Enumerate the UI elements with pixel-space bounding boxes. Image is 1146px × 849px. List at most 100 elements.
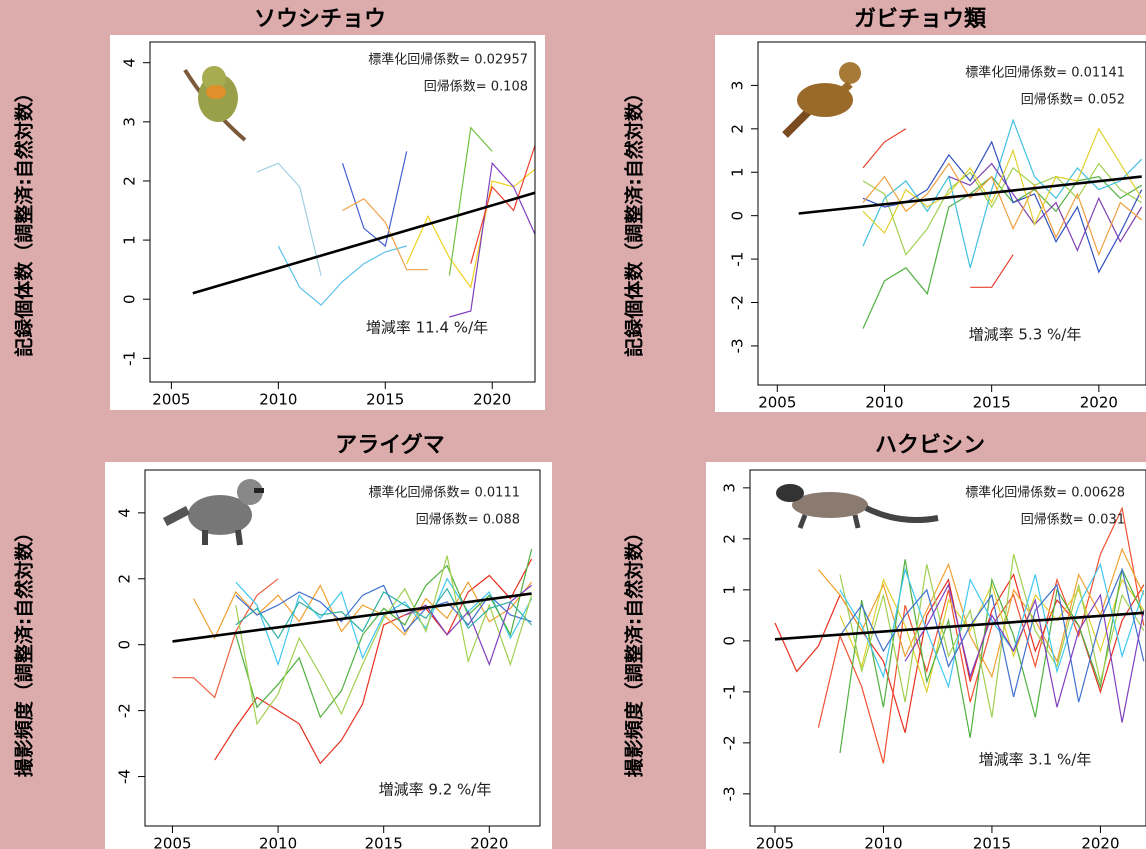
y-tick-label: -3 (721, 786, 739, 801)
series-line (948, 162, 1143, 252)
y-axis-label: 記録個体数（調整済:自然対数） (13, 83, 36, 357)
raccoon-icon (162, 479, 264, 546)
y-tick-label: 2 (116, 574, 134, 584)
series-line (862, 162, 1143, 256)
x-tick-label: 2010 (259, 391, 297, 409)
standardized-coefficient: 標準化回帰係数= 0.00628 (965, 485, 1125, 501)
chart-title: アライグマ (335, 432, 445, 458)
series-line (862, 128, 907, 169)
y-tick-label: 2 (729, 124, 747, 134)
chart-title: ガビチョウ類 (854, 7, 987, 32)
y-tick-label: 1 (721, 585, 739, 595)
y-tick-label: -1 (729, 252, 747, 267)
x-tick-label: 2020 (470, 835, 508, 849)
series-line (193, 580, 533, 640)
standardized-coefficient: 標準化回帰係数= 0.01141 (965, 65, 1125, 81)
series-line (862, 118, 1143, 268)
x-tick-label: 2015 (973, 394, 1011, 412)
series-line (235, 577, 533, 667)
x-tick-label: 2020 (1080, 394, 1118, 412)
series-line (862, 162, 1143, 257)
series-line (448, 126, 493, 276)
y-tick-label: -4 (116, 769, 134, 784)
animal-icons (162, 62, 939, 546)
civet-icon (776, 484, 939, 529)
y-tick-label: -3 (729, 338, 747, 353)
series-line (862, 175, 1143, 329)
y-tick-label: 1 (121, 235, 139, 245)
plot-background (105, 462, 552, 849)
plot-background (706, 462, 1146, 849)
plot-lines (192, 126, 535, 318)
y-tick-label: -2 (729, 295, 747, 310)
standardized-coefficient: 標準化回帰係数= 0.02957 (368, 52, 528, 68)
growth-rate: 増減率 5.3 %/年 (969, 326, 1082, 344)
plot-lines (798, 118, 1143, 329)
y-axis-label: 撮影頻度（調整済:自然対数） (623, 523, 646, 778)
x-tick-label: 2005 (758, 394, 796, 412)
regression-coefficient: 回帰係数= 0.052 (1021, 92, 1125, 108)
x-tick-label: 2005 (756, 835, 794, 849)
growth-rate: 増減率 3.1 %/年 (979, 751, 1092, 769)
y-tick-label: 0 (116, 640, 134, 650)
y-tick-label: 4 (121, 58, 139, 68)
series-line (970, 254, 1014, 288)
series-line (256, 162, 322, 276)
regression-coefficient: 回帰係数= 0.031 (1021, 512, 1125, 528)
y-tick-label: 2 (121, 176, 139, 186)
x-tick-label: 2015 (973, 835, 1011, 849)
x-tick-label: 2015 (365, 835, 403, 849)
y-tick-label: -1 (721, 684, 739, 699)
series-line (470, 145, 535, 264)
chart-title: ソウシチョウ (254, 7, 386, 32)
y-tick-label: 0 (721, 636, 739, 646)
series-line (342, 197, 429, 271)
y-tick-label: 4 (116, 508, 134, 518)
trend-line (774, 611, 1144, 641)
bird-icon (183, 66, 247, 142)
trend-line (192, 191, 535, 295)
y-tick-label: -2 (721, 735, 739, 750)
y-tick-label: 2 (721, 534, 739, 544)
series-line (839, 567, 1145, 703)
x-tick-label: 2010 (864, 835, 902, 849)
plot-background (110, 35, 545, 410)
y-axis-label: 記録個体数（調整済:自然対数） (623, 83, 646, 357)
series-line (839, 577, 1145, 695)
standardized-coefficient: 標準化回帰係数= 0.0111 (368, 485, 520, 501)
y-tick-label: -2 (116, 703, 134, 718)
series-line (862, 127, 1143, 235)
plot-frame (144, 469, 541, 827)
y-tick-label: 3 (121, 117, 139, 127)
x-tick-label: 2015 (366, 391, 404, 409)
trend-line (172, 592, 532, 643)
y-tick-label: 3 (729, 81, 747, 91)
y-tick-label: 1 (729, 167, 747, 177)
trend-line (798, 175, 1142, 215)
y-tick-label: 3 (721, 483, 739, 493)
growth-rate: 増減率 11.4 %/年 (366, 319, 488, 337)
x-tick-label: 2010 (259, 835, 297, 849)
x-tick-label: 2010 (865, 394, 903, 412)
y-tick-label: 0 (121, 294, 139, 304)
series-line (449, 161, 535, 318)
series-line (172, 578, 279, 699)
regression-coefficient: 回帰係数= 0.108 (424, 79, 528, 95)
y-axis-label: 撮影頻度（調整済:自然対数） (13, 523, 36, 778)
series-line (341, 151, 408, 248)
series-line (839, 562, 1145, 689)
series-line (235, 584, 532, 633)
y-tick-label: -1 (121, 351, 139, 366)
regression-coefficient: 回帰係数= 0.088 (416, 512, 520, 528)
series-line (214, 558, 533, 765)
chart-title: ハクビシン (875, 433, 985, 458)
x-tick-label: 2020 (1081, 835, 1119, 849)
plot-frame (749, 469, 1146, 827)
x-tick-label: 2020 (473, 391, 511, 409)
